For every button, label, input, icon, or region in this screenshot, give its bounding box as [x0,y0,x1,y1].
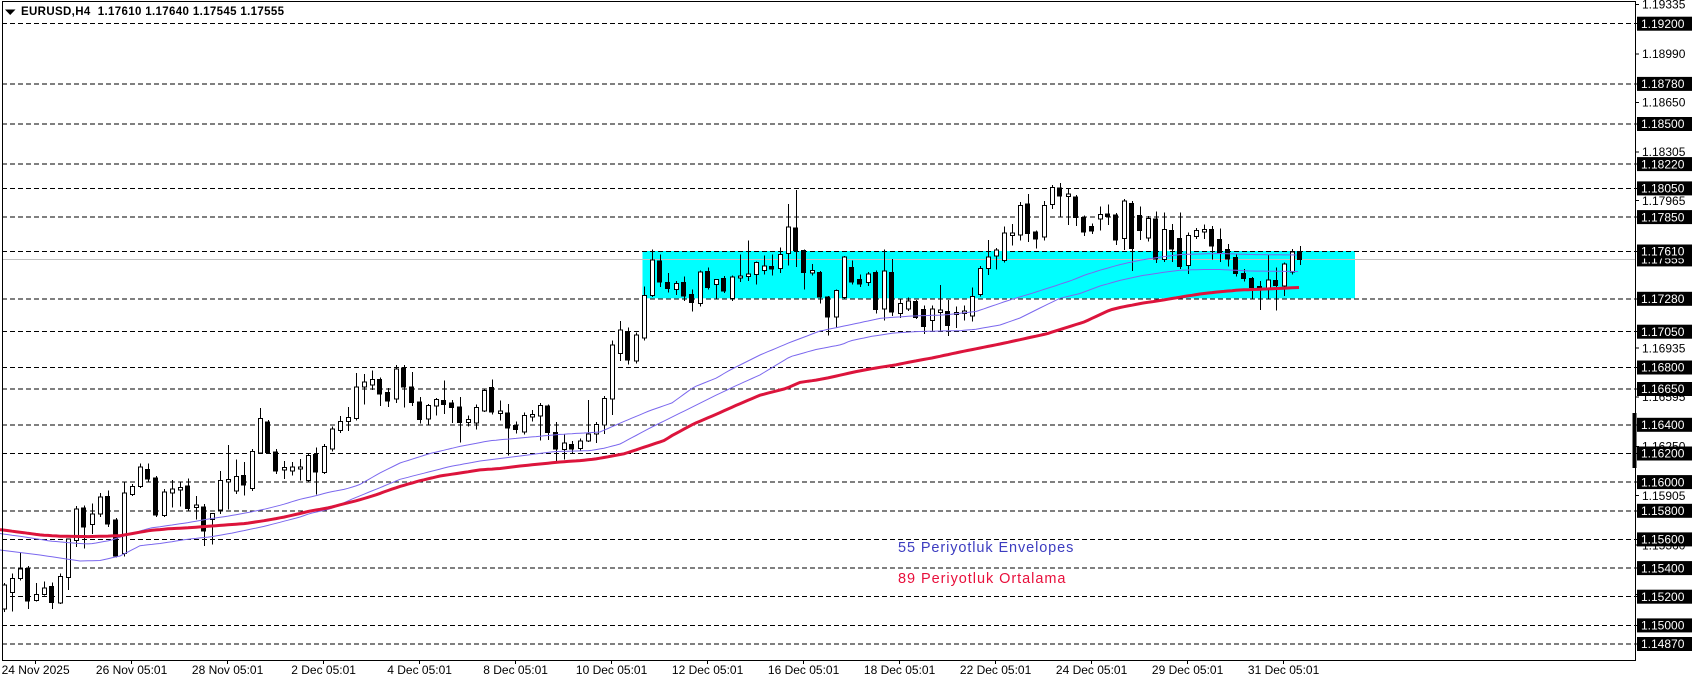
svg-text:28 Nov 05:01: 28 Nov 05:01 [192,663,264,677]
svg-text:16 Dec 05:01: 16 Dec 05:01 [768,663,840,677]
svg-text:1.16650: 1.16650 [1641,382,1685,396]
svg-text:1.16400: 1.16400 [1641,418,1685,432]
svg-text:1.18220: 1.18220 [1641,157,1685,171]
svg-text:89 Periyotluk Ortalama: 89 Periyotluk Ortalama [898,571,1066,587]
svg-text:22 Dec 05:01: 22 Dec 05:01 [960,663,1032,677]
svg-text:18 Dec 05:01: 18 Dec 05:01 [864,663,936,677]
svg-text:1.18780: 1.18780 [1641,77,1685,91]
svg-text:1.15800: 1.15800 [1641,504,1685,518]
svg-text:1.15000: 1.15000 [1641,619,1685,633]
svg-text:1.17850: 1.17850 [1641,210,1685,224]
svg-text:1.17965: 1.17965 [1642,194,1686,208]
svg-text:12 Dec 05:01: 12 Dec 05:01 [672,663,744,677]
svg-text:1.17050: 1.17050 [1641,325,1685,339]
svg-text:4 Dec 05:01: 4 Dec 05:01 [387,663,452,677]
svg-text:1.18305: 1.18305 [1642,145,1686,159]
svg-text:1.18050: 1.18050 [1641,182,1685,196]
svg-text:1.16000: 1.16000 [1641,475,1685,489]
svg-text:29 Dec 05:01: 29 Dec 05:01 [1152,663,1224,677]
svg-text:1.18650: 1.18650 [1642,96,1686,110]
svg-text:1.16800: 1.16800 [1641,361,1685,375]
svg-text:1.14870: 1.14870 [1641,637,1685,651]
svg-text:1.15200: 1.15200 [1641,590,1685,604]
svg-text:1.15905: 1.15905 [1642,489,1686,503]
svg-text:1.15600: 1.15600 [1641,533,1685,547]
svg-text:1.17280: 1.17280 [1641,292,1685,306]
svg-text:1.19335: 1.19335 [1642,0,1686,12]
svg-text:55 Periyotluk Envelopes: 55 Periyotluk Envelopes [898,540,1074,556]
svg-text:2 Dec 05:01: 2 Dec 05:01 [291,663,356,677]
svg-text:1.19200: 1.19200 [1641,17,1685,31]
svg-text:26 Nov 05:01: 26 Nov 05:01 [96,663,168,677]
svg-text:1.17610: 1.17610 [1641,245,1685,259]
svg-text:EURUSD,H4 1.17610 1.17640 1.1: EURUSD,H4 1.17610 1.17640 1.17545 1.1755… [21,6,285,18]
svg-text:8 Dec 05:01: 8 Dec 05:01 [483,663,548,677]
svg-text:1.18500: 1.18500 [1641,117,1685,131]
svg-text:1.15400: 1.15400 [1641,561,1685,575]
svg-text:31 Dec 05:01: 31 Dec 05:01 [1248,663,1320,677]
svg-text:1.16200: 1.16200 [1641,447,1685,461]
svg-text:24 Dec 05:01: 24 Dec 05:01 [1056,663,1128,677]
svg-text:1.18990: 1.18990 [1642,47,1686,61]
svg-text:24 Nov 2025: 24 Nov 2025 [2,663,70,677]
svg-text:10 Dec 05:01: 10 Dec 05:01 [576,663,648,677]
svg-text:1.16935: 1.16935 [1642,341,1686,355]
